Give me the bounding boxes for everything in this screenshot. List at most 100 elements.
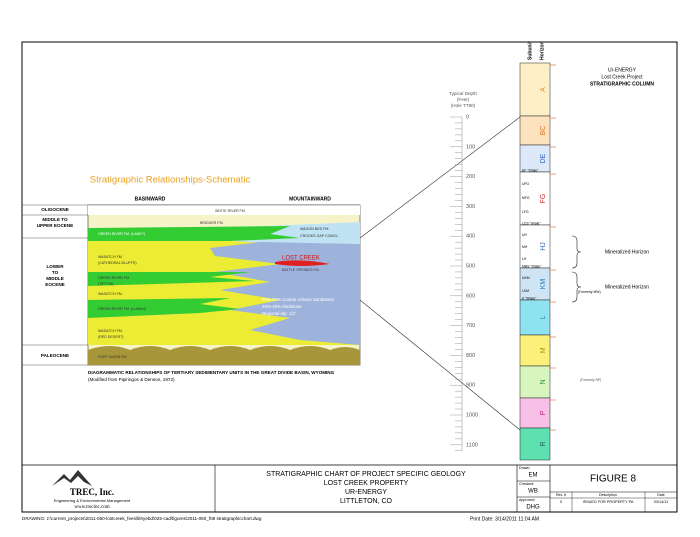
note: Regional dip: 1/2°	[262, 311, 297, 316]
depth-title: (Hole TT80)	[451, 103, 476, 108]
mountainward: MOUNTAINWARD	[289, 196, 331, 202]
unit-label: L	[540, 315, 547, 319]
tb-line: LITTLETON, CO	[340, 498, 393, 505]
battle-springs-area	[210, 242, 360, 345]
formerly: (Formerly MW)	[578, 290, 601, 294]
epoch-label: UPPER EOCENE	[37, 223, 74, 228]
sublabel: LFG	[522, 210, 529, 214]
web: www.trecinc.com	[74, 505, 109, 510]
signoff-value: DHG	[526, 505, 540, 511]
formation-label: GREEN RIVER FM. (LUMAN)	[98, 307, 146, 311]
rev-cell: 03/14/11	[654, 500, 669, 504]
tb-line: LOST CREEK PROPERTY	[324, 480, 409, 487]
col-header: Subunit	[527, 41, 533, 60]
unit-label: DE	[540, 153, 547, 163]
col-title: Ur-ENERGY	[608, 67, 637, 73]
formation-label: WASATCH FM.	[98, 329, 123, 333]
depth-label: 800	[466, 353, 475, 359]
sublabel: UKM	[522, 276, 530, 280]
figure-number: FIGURE 8	[590, 474, 637, 485]
epoch-label: PALEOCENE	[41, 353, 69, 358]
tb-line: UR-ENERGY	[345, 489, 387, 496]
sublabel: MH	[522, 245, 528, 249]
unit	[519, 397, 551, 429]
depth-label: 900	[466, 383, 475, 389]
brace	[571, 235, 582, 269]
unit-label: A	[540, 87, 547, 92]
formation-label: LOST CREEK	[282, 256, 320, 262]
sublabel: MFG	[522, 196, 530, 200]
tipton-band	[88, 272, 255, 286]
rev-cell: 0	[560, 500, 562, 504]
depth-label: 1000	[466, 412, 478, 418]
logo-mountains	[52, 470, 92, 486]
unit	[519, 62, 551, 117]
depth-scale: Typical Depth(Feet)(Hole TT80) 0 100 200 300…	[449, 91, 478, 452]
formation-label: (CATHEDRAL BLUFFS)	[98, 261, 137, 265]
formation-label: WHITE RIVER FM.	[215, 209, 246, 213]
unit-label: P	[540, 410, 547, 415]
depth-label: 300	[466, 204, 475, 210]
formation-label: WAGON BED FM.	[300, 227, 329, 231]
epoch-label: OLIGOCENE	[41, 207, 69, 212]
sublabel: LH	[522, 257, 527, 261]
signoff-value: EM	[529, 473, 538, 479]
signoff-label: Checked:	[519, 482, 534, 486]
title-block-fields: Drawn: EM Checked: WB Approved: DHG Rev. # Desc…	[519, 466, 668, 511]
depth-title: (Feet)	[457, 97, 470, 102]
formation-label: BATTLE SPRINGS FM.	[282, 268, 320, 272]
tagline: Engineering & Environmental Management	[54, 498, 131, 503]
white-river-band	[88, 205, 360, 215]
col-title: Lost Creek Project	[601, 74, 643, 80]
company: TREC, Inc.	[70, 487, 114, 497]
fort-union-band	[88, 346, 360, 365]
unit	[519, 115, 551, 146]
epoch-label: MIDDLE TO	[42, 217, 68, 222]
unit-label: KM	[540, 279, 547, 290]
depth-title: Typical Depth	[449, 91, 477, 96]
formation-label: WASATCH FM.	[98, 255, 123, 259]
title-block: TREC, Inc. Engineering & Environmental M…	[22, 464, 677, 512]
caption: (Modified from Pipiringos & Denson, 1972…	[88, 377, 175, 382]
formation-label: GREEN RIVER FM. (LANEY)	[98, 232, 145, 236]
epoch-label: LOWER	[46, 264, 64, 269]
caption: DIAGRAMMATIC RELATIONSHIPS OF TERTIARY S…	[88, 370, 335, 375]
unit-label: N	[540, 379, 547, 384]
formation-label: (TIPTON)	[98, 282, 114, 286]
unit	[519, 334, 551, 367]
unit	[519, 224, 551, 269]
shale-label: K "Shale"	[522, 296, 537, 300]
signoff-label: Approved:	[519, 498, 535, 502]
unit-label: HJ	[540, 242, 547, 251]
print-date: Print Date: 3/14/2011 11:04 AM	[470, 516, 539, 522]
note: 60%-80% Coarse Arkosic Sandstone	[262, 297, 335, 302]
formation-label: WASATCH FM.	[98, 292, 123, 296]
depth-label: 1100	[466, 442, 478, 448]
unit	[519, 427, 551, 461]
col-title: STRATIGRAPHIC COLUMN	[590, 81, 654, 87]
formation-label: FORT UNION FM.	[98, 355, 127, 359]
basinward: BASINWARD	[135, 196, 166, 202]
laney-band	[88, 226, 300, 241]
unit-label: BC	[540, 126, 547, 136]
depth-label: 500	[466, 263, 475, 269]
depth-label: 200	[466, 174, 475, 180]
sheet-border	[21, 41, 678, 513]
connector	[359, 299, 521, 431]
unit	[519, 144, 551, 173]
formation-labels: WHITE RIVER FM. BRIDGER FM. GREEN RIVER FM…	[98, 209, 339, 359]
mineralized-label: Mineralized Horizon	[605, 249, 649, 255]
epoch-label: TO	[52, 270, 59, 275]
depth-label: 0	[466, 114, 469, 120]
rev-header: Rev. #	[556, 493, 566, 497]
connector	[359, 116, 521, 239]
schematic-title: Stratigraphic Relationships-Schematic	[90, 175, 251, 186]
shale-label: MBS "Shale"	[522, 264, 542, 268]
unit-label: M	[540, 347, 547, 353]
depth-label: 600	[466, 293, 475, 299]
depth-label: 700	[466, 323, 475, 329]
sublabel: UH	[522, 233, 527, 237]
formation-label: CROOKS GAP CONGL.	[300, 234, 339, 238]
sublabel: LKM	[522, 289, 529, 293]
